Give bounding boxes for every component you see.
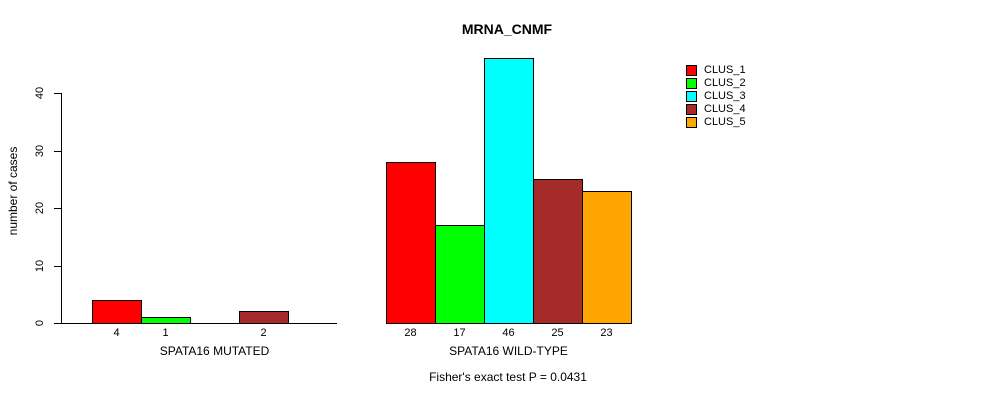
- legend-swatch-icon: [686, 116, 697, 128]
- legend-swatch-icon: [686, 64, 697, 76]
- bar-clus_1-mutated: [92, 300, 142, 324]
- legend-item-clus_2: CLUS_2: [686, 77, 746, 90]
- legend-item-clus_4: CLUS_4: [686, 103, 746, 116]
- legend-item-clus_5: CLUS_5: [686, 116, 746, 129]
- x-axis-group-label: SPATA16 WILD-TYPE: [449, 344, 568, 358]
- bar-clus_2-wildtype: [435, 225, 485, 324]
- y-axis-tick: [54, 93, 61, 94]
- bar-value-label: 2: [260, 327, 267, 339]
- legend-swatch-icon: [686, 103, 697, 115]
- chart-title: MRNA_CNMF: [461, 21, 553, 37]
- bar-value-label: 1: [162, 327, 169, 339]
- x-axis-group-label: SPATA16 MUTATED: [159, 344, 270, 358]
- legend-label: CLUS_1: [704, 64, 746, 77]
- fisher-test-note: Fisher's exact test P = 0.0431: [429, 370, 587, 384]
- legend-swatch-icon: [686, 90, 697, 102]
- legend-label: CLUS_5: [704, 116, 746, 128]
- legend-label: CLUS_2: [704, 77, 746, 90]
- bar-value-label: 23: [600, 327, 613, 339]
- y-axis-tick: [54, 208, 61, 209]
- y-axis-label: number of cases: [6, 146, 20, 236]
- y-axis-tick-label: 0: [34, 319, 46, 327]
- bar-clus_5-wildtype: [582, 191, 632, 324]
- y-axis-tick-label: 30: [34, 144, 46, 157]
- y-axis-tick-label: 20: [34, 201, 46, 215]
- bar-value-label: 25: [551, 327, 564, 339]
- y-axis-tick: [54, 265, 61, 267]
- legend-item-clus_3: CLUS_3: [686, 90, 746, 103]
- legend: CLUS_1 CLUS_2 CLUS_3 CLUS_4 CLUS_5: [686, 64, 746, 128]
- bar-clus_4-wildtype: [533, 179, 583, 324]
- legend-swatch-icon: [686, 77, 697, 89]
- bar-value-label: 46: [502, 327, 515, 339]
- y-axis-line: [61, 93, 62, 324]
- x-axis-baseline: [61, 323, 337, 324]
- y-axis-tick: [54, 323, 61, 324]
- bar-clus_4-mutated: [239, 311, 289, 324]
- bar-value-label: 4: [113, 327, 120, 339]
- bar-value-label: 17: [453, 327, 466, 339]
- bar-value-label: 28: [404, 327, 417, 339]
- legend-label: CLUS_4: [704, 103, 746, 116]
- y-axis-tick-label: 10: [34, 259, 46, 272]
- bar-clus_1-wildtype: [386, 162, 436, 324]
- bar-clus_3-wildtype: [484, 58, 534, 324]
- legend-label: CLUS_3: [704, 90, 746, 103]
- y-axis-tick: [54, 150, 61, 152]
- bar-clus_2-mutated: [141, 317, 191, 324]
- y-axis-tick-label: 40: [34, 86, 46, 100]
- legend-item-clus_1: CLUS_1: [686, 64, 746, 77]
